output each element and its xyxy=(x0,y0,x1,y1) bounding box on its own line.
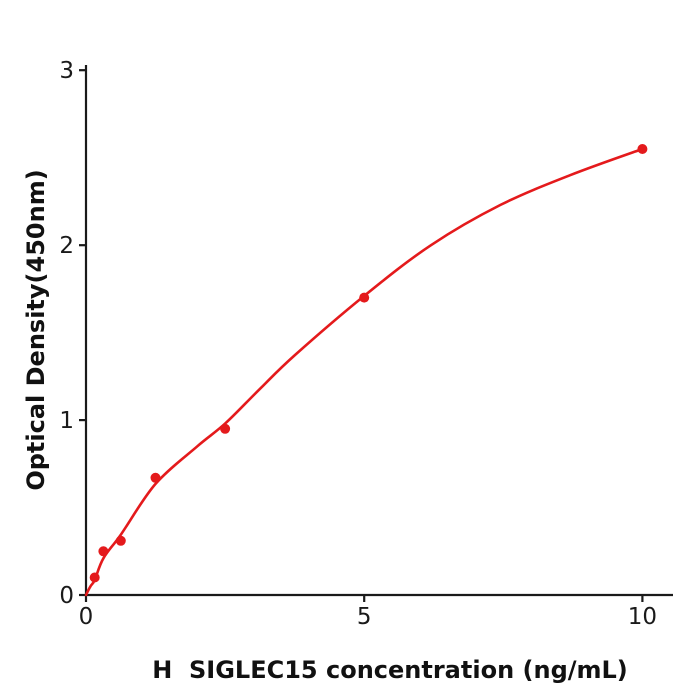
fit-curve xyxy=(84,147,644,597)
x-tick-label: 0 xyxy=(79,604,94,630)
data-point xyxy=(98,546,109,557)
y-tick-label: 0 xyxy=(59,583,74,609)
data-point xyxy=(220,423,231,434)
y-tick-label: 1 xyxy=(59,408,74,434)
data-point xyxy=(150,472,161,483)
x-tick-label: 5 xyxy=(357,604,372,630)
y-tick-label: 3 xyxy=(59,58,74,84)
data-point xyxy=(637,144,648,154)
data-point xyxy=(359,292,370,303)
y-axis-label: Optical Density(450nm) xyxy=(22,169,50,490)
x-tick-label: 10 xyxy=(628,604,657,630)
y-tick-label: 2 xyxy=(59,233,74,259)
x-axis-label: H SIGLEC15 concentration (ng/mL) xyxy=(152,656,628,684)
data-point xyxy=(115,535,126,546)
data-point xyxy=(89,572,100,583)
plot-area: 0 5 10 0 1 2 3 xyxy=(59,58,673,630)
